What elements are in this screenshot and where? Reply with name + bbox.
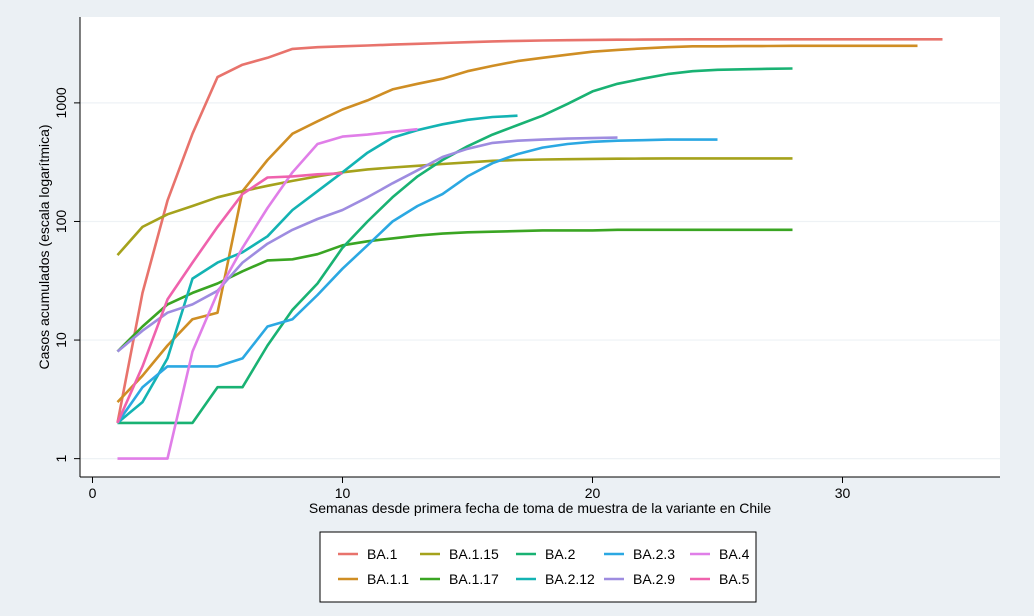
legend-label: BA.1.15 xyxy=(449,546,499,562)
legend-label: BA.2.9 xyxy=(633,571,675,587)
series-line-ba-2-12 xyxy=(116,114,518,424)
legend-label: BA.1.17 xyxy=(449,571,499,587)
x-axis-ticks: 0 10 20 30 xyxy=(89,477,851,501)
legend-label: BA.1.1 xyxy=(367,571,409,587)
x-axis-title: Semanas desde primera fecha de toma de m… xyxy=(309,500,771,516)
y-tick-label: 100 xyxy=(53,210,69,234)
legend-box xyxy=(319,531,757,603)
x-tick-label: 30 xyxy=(835,485,851,501)
series-lines xyxy=(116,37,943,460)
y-tick-label: 1 xyxy=(53,455,69,463)
series-line-ba-2-9 xyxy=(116,136,618,353)
legend-label: BA.2.12 xyxy=(545,571,595,587)
series-line-ba-1-1 xyxy=(116,44,918,403)
legend-label: BA.2.3 xyxy=(633,546,675,562)
y-tick-label: 1000 xyxy=(53,87,69,118)
y-axis-ticks: 1 10 100 1000 xyxy=(53,87,80,463)
legend-label: BA.2 xyxy=(545,546,576,562)
x-tick-label: 20 xyxy=(585,485,601,501)
series-line-ba-1 xyxy=(116,37,943,424)
series-line-ba-2-3 xyxy=(116,138,718,424)
x-tick-label: 10 xyxy=(335,485,351,501)
grid-lines xyxy=(80,102,1000,460)
series-line-ba-1-15 xyxy=(116,157,793,256)
series-line-ba-5 xyxy=(116,172,343,424)
legend: BA.1 BA.1.1 BA.1.15 BA.1.17 BA.2 BA.2.12 BA.2.… xyxy=(338,546,750,587)
x-tick-label: 0 xyxy=(89,485,97,501)
series-line-ba-4 xyxy=(117,127,418,460)
plot-area xyxy=(80,17,1000,477)
y-axis-title: Casos acumulados (escala logarítmica) xyxy=(36,124,52,369)
legend-label: BA.1 xyxy=(367,546,398,562)
legend-label: BA.5 xyxy=(719,571,750,587)
y-tick-label: 10 xyxy=(53,332,69,348)
legend-label: BA.4 xyxy=(719,546,750,562)
